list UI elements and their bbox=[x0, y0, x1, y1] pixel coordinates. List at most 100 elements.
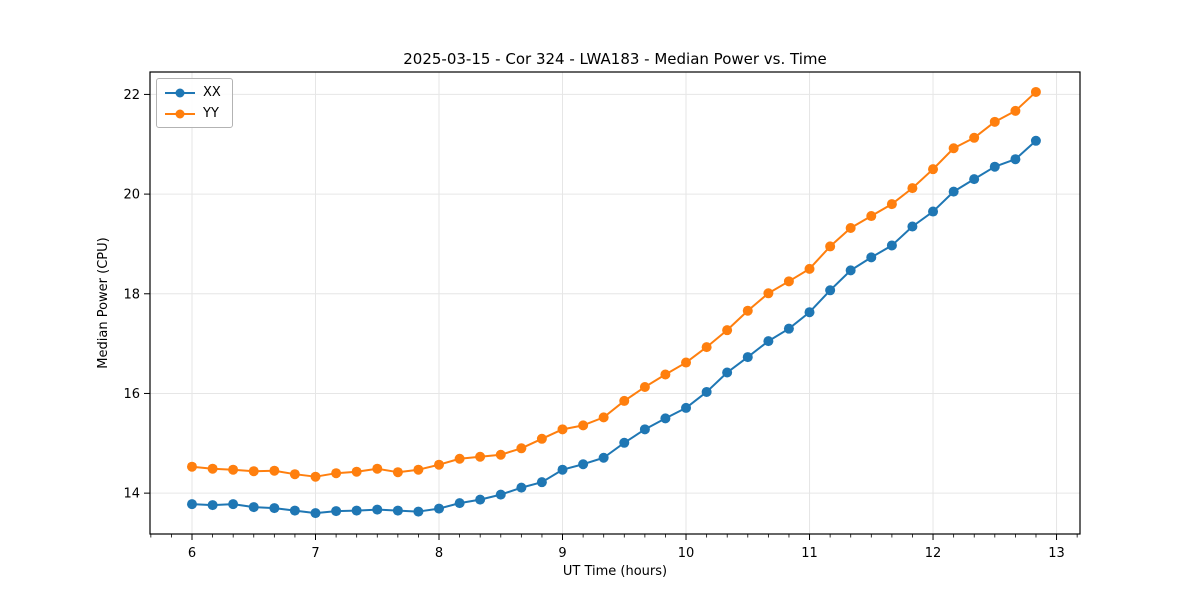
data-point-xx bbox=[248, 502, 259, 513]
data-point-yy bbox=[186, 461, 197, 472]
data-point-yy bbox=[907, 183, 918, 194]
x-tick-label: 10 bbox=[678, 546, 695, 561]
data-point-yy bbox=[228, 464, 239, 475]
data-point-yy bbox=[660, 369, 671, 380]
data-point-xx bbox=[783, 323, 794, 334]
data-point-yy bbox=[783, 276, 794, 287]
data-point-xx bbox=[372, 504, 383, 515]
data-point-yy bbox=[269, 465, 280, 476]
data-point-xx bbox=[269, 503, 280, 514]
y-tick-label: 14 bbox=[123, 487, 140, 502]
data-point-xx bbox=[516, 482, 527, 493]
data-point-xx bbox=[228, 499, 239, 510]
data-point-xx bbox=[392, 505, 403, 516]
data-point-yy bbox=[557, 424, 568, 435]
data-point-yy bbox=[516, 443, 527, 454]
data-point-xx bbox=[1010, 154, 1021, 165]
data-point-xx bbox=[454, 498, 465, 509]
data-point-yy bbox=[866, 211, 877, 222]
data-point-xx bbox=[289, 505, 300, 516]
y-tick-label: 20 bbox=[123, 188, 140, 203]
x-tick-label: 12 bbox=[925, 546, 942, 561]
data-point-xx bbox=[331, 506, 342, 517]
data-point-yy bbox=[804, 263, 815, 274]
data-point-yy bbox=[475, 451, 486, 462]
data-point-xx bbox=[742, 352, 753, 363]
data-point-yy bbox=[207, 463, 218, 474]
data-point-yy bbox=[742, 305, 753, 316]
x-axis-label: UT Time (hours) bbox=[562, 564, 668, 579]
data-point-yy bbox=[681, 357, 692, 368]
data-point-xx bbox=[701, 386, 712, 397]
data-point-xx bbox=[928, 206, 939, 217]
data-point-xx bbox=[351, 505, 362, 516]
data-point-yy bbox=[845, 222, 856, 233]
data-point-yy bbox=[989, 116, 1000, 127]
x-tick-label: 13 bbox=[1048, 546, 1065, 561]
x-tick-label: 9 bbox=[558, 546, 566, 561]
data-point-yy bbox=[969, 132, 980, 143]
data-point-xx bbox=[722, 367, 733, 378]
y-tick-label: 16 bbox=[123, 387, 140, 402]
data-point-yy bbox=[495, 449, 506, 460]
data-point-xx bbox=[763, 336, 774, 347]
data-point-yy bbox=[578, 420, 589, 431]
data-point-yy bbox=[619, 395, 630, 406]
data-point-yy bbox=[351, 466, 362, 477]
legend-item-yy: YY bbox=[165, 105, 221, 122]
series-line-yy bbox=[191, 91, 1037, 478]
data-point-yy bbox=[928, 164, 939, 175]
data-point-xx bbox=[969, 174, 980, 185]
data-point-yy bbox=[825, 241, 836, 252]
data-point-yy bbox=[639, 381, 650, 392]
data-point-yy bbox=[248, 466, 259, 477]
data-point-yy bbox=[310, 471, 321, 482]
data-point-yy bbox=[331, 468, 342, 479]
legend-sample-line-yy bbox=[165, 109, 195, 118]
chart-title: 2025-03-15 - Cor 324 - LWA183 - Median P… bbox=[403, 50, 827, 68]
data-point-xx bbox=[434, 503, 444, 514]
data-point-xx bbox=[495, 489, 506, 500]
data-point-yy bbox=[948, 143, 959, 154]
data-point-yy bbox=[701, 342, 712, 353]
data-point-xx bbox=[660, 413, 671, 424]
data-point-xx bbox=[536, 477, 547, 488]
x-tick-label: 8 bbox=[435, 546, 443, 561]
data-point-xx bbox=[598, 452, 609, 463]
data-point-xx bbox=[681, 402, 692, 413]
data-point-xx bbox=[207, 500, 218, 511]
data-point-xx bbox=[639, 424, 650, 435]
data-point-yy bbox=[413, 464, 424, 475]
data-point-xx bbox=[475, 494, 486, 505]
data-point-xx bbox=[557, 464, 568, 475]
plot-border bbox=[149, 71, 1081, 535]
legend-sample-line-xx bbox=[165, 88, 195, 97]
data-point-xx bbox=[619, 437, 630, 448]
x-tick-label: 6 bbox=[188, 546, 196, 561]
data-point-yy bbox=[1010, 105, 1021, 116]
legend-label-yy: YY bbox=[203, 106, 219, 121]
data-point-xx bbox=[825, 285, 836, 296]
data-point-yy bbox=[886, 199, 897, 210]
data-point-yy bbox=[1030, 86, 1041, 97]
data-point-yy bbox=[536, 433, 547, 444]
legend-label-xx: XX bbox=[203, 85, 221, 100]
data-point-xx bbox=[804, 307, 815, 318]
data-point-yy bbox=[598, 412, 609, 423]
data-point-yy bbox=[454, 453, 465, 464]
y-tick-label: 18 bbox=[123, 287, 140, 302]
data-point-yy bbox=[372, 463, 383, 474]
x-tick-label: 11 bbox=[801, 546, 818, 561]
data-point-xx bbox=[989, 161, 1000, 172]
data-point-xx bbox=[907, 221, 918, 232]
data-point-yy bbox=[722, 325, 733, 336]
x-tick-label: 7 bbox=[311, 546, 319, 561]
data-point-xx bbox=[1030, 135, 1041, 146]
data-point-xx bbox=[578, 459, 589, 470]
series-line-xx bbox=[191, 140, 1037, 515]
data-point-xx bbox=[866, 252, 877, 263]
data-point-xx bbox=[845, 265, 856, 276]
data-point-yy bbox=[289, 469, 300, 480]
data-point-xx bbox=[886, 240, 897, 251]
